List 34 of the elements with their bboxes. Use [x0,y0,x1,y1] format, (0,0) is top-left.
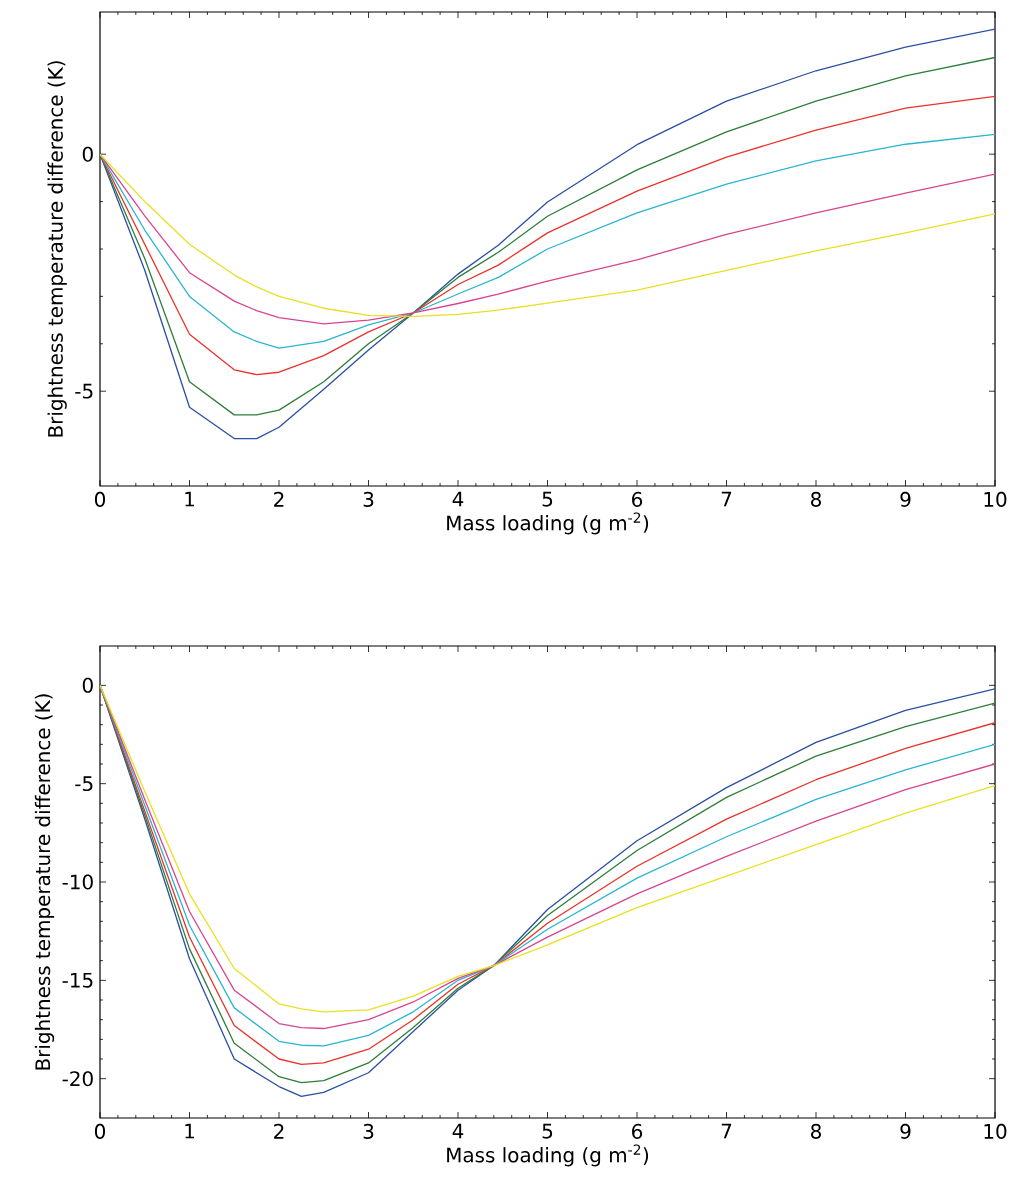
y-tick-label: 0 [82,677,93,693]
x-tick-label: 9 [900,491,911,507]
x-tick-label: 5 [542,491,553,507]
x-tick-label: 5 [542,1123,553,1139]
x-tick-label: 3 [363,1123,374,1139]
y-tick-label: 0 [82,146,93,162]
x-axis-title: Mass loading (g m$^{-2}$) [447,512,649,535]
x-tick-label: 4 [452,1123,464,1139]
x-tick-label: 7 [721,1123,732,1139]
x-tick-label: 6 [632,491,643,507]
y-axis-title: Brightness temperature difference (K) [34,694,55,1070]
x-tick-label: 10 [984,1123,1007,1139]
x-tick-label: 7 [721,491,732,507]
y-tick-label: -15 [62,972,93,988]
y-tick-label: -10 [62,874,93,890]
x-tick-label: 0 [94,491,106,507]
x-tick-label: 0 [94,1123,106,1139]
line-series [100,133,996,349]
x-tick-label: 2 [274,491,284,507]
x-tick-label: 1 [185,491,195,507]
y-tick-label: -5 [75,776,93,792]
x-tick-label: 1 [185,1123,195,1139]
x-tick-label: 3 [363,491,374,507]
x-tick-label: 8 [811,1123,821,1139]
x-tick-label: 9 [900,1123,911,1139]
y-tick-label: -5 [75,383,93,399]
x-tick-label: 4 [452,491,464,507]
x-axis-title: Mass loading (g m$^{-2}$) [447,1144,649,1167]
x-tick-label: 10 [984,491,1007,507]
x-tick-label: 6 [632,1123,643,1139]
x-tick-label: 2 [274,1123,284,1139]
x-tick-label: 8 [811,491,821,507]
y-axis-title: Brightness temperature difference (K) [47,61,67,437]
y-tick-label: -20 [62,1071,93,1087]
